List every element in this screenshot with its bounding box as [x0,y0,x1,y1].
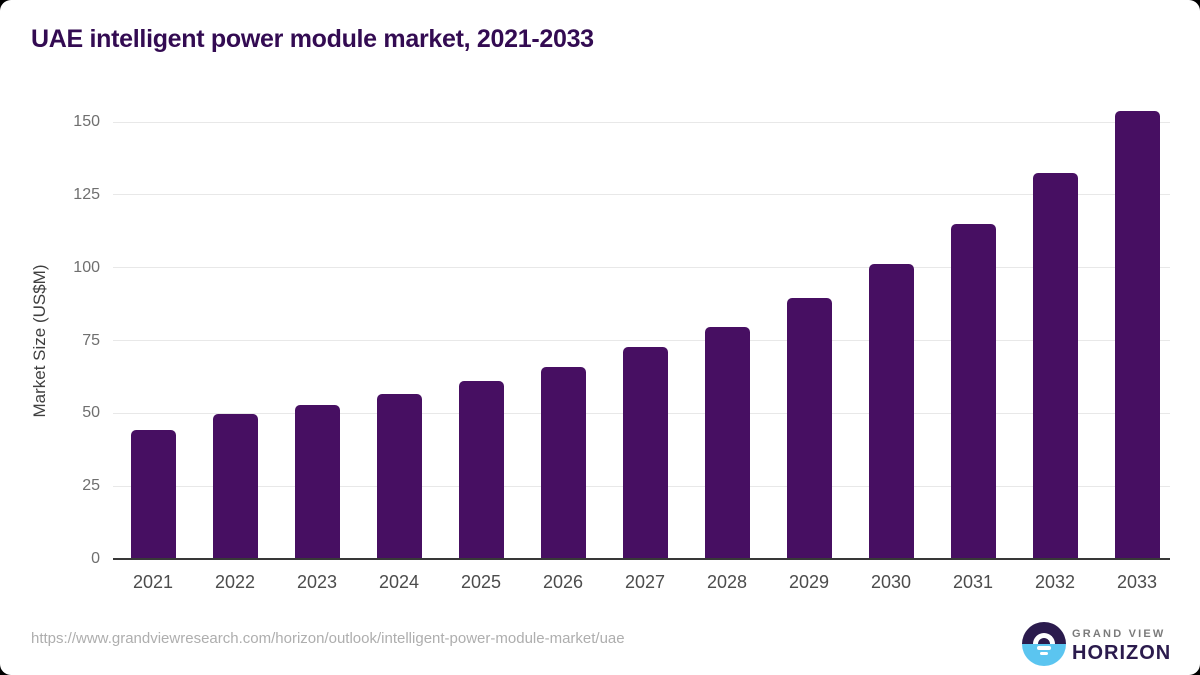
source-url: https://www.grandviewresearch.com/horizo… [31,630,625,647]
gridline [113,121,1170,123]
bar [704,326,750,559]
bar [1114,110,1160,559]
y-tick-label: 150 [73,113,100,130]
bar [950,223,996,559]
chart-title: UAE intelligent power module market, 202… [31,25,594,53]
plot-area: 0 25 50 75 100 125 150 2021 2022 2023 2024 2025 2026… [73,110,1170,592]
x-tick-label: 2029 [788,572,830,592]
x-tick-label: 2024 [378,572,420,592]
x-tick-label: 2026 [542,572,584,592]
x-tick-label: 2031 [952,572,994,592]
y-tick-label: 50 [82,404,100,422]
logo-text: GRAND VIEW HORIZON [1072,628,1171,665]
grand-view-horizon-logo: GRAND VIEW HORIZON [1022,622,1172,666]
bar [376,393,422,559]
bar [212,414,258,559]
x-tick-label: 2027 [624,572,666,592]
bar [868,263,914,559]
bar [130,429,176,559]
x-tick-label: 2033 [1116,572,1158,592]
horizon-sun-icon [1022,622,1066,666]
bar [786,298,832,559]
x-tick-label: 2028 [706,572,748,592]
bar [458,381,504,559]
y-tick-label: 100 [73,258,100,276]
y-tick-label: 75 [82,331,100,349]
y-tick-label: 125 [73,185,100,203]
bar [294,404,340,559]
sun-reflection-stripe [1040,652,1048,655]
y-tick-label: 0 [91,550,100,567]
x-tick-label: 2025 [460,572,502,592]
y-tick-label: 25 [82,477,100,495]
x-tick-label: 2023 [296,572,338,592]
logo-product-name: HORIZON [1072,642,1172,664]
gridline [113,267,1170,269]
bar [622,346,668,559]
gridline [113,340,1170,341]
x-axis-line [113,558,1170,560]
sun-arch-shape [1033,633,1055,644]
x-tick-label: 2032 [1034,572,1076,592]
sun-reflection-stripe [1037,646,1051,650]
bar [540,366,586,559]
x-tick-label: 2030 [870,572,912,592]
x-tick-label: 2021 [132,572,174,592]
logo-brand-name: GRAND VIEW [1072,628,1166,640]
x-tick-label: 2022 [214,572,256,592]
y-axis-title: Market Size (US$M) [30,264,49,418]
gridline [113,194,1170,196]
bar [1032,172,1078,559]
